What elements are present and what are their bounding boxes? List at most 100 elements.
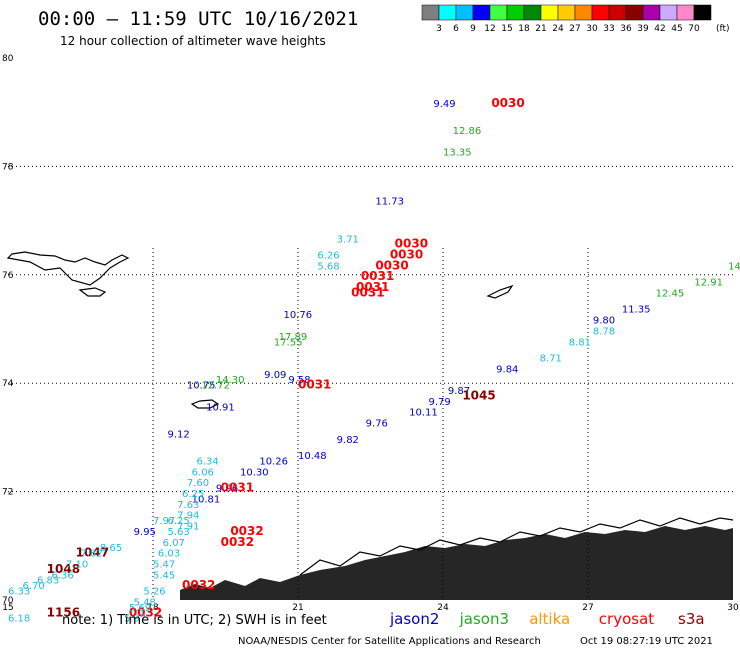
- wave-height-label: 9.79: [429, 397, 451, 408]
- colorbar-swatch: [489, 4, 508, 21]
- wave-height-label: 12.86: [453, 126, 482, 137]
- wave-height-label: 9.76: [366, 419, 388, 430]
- wave-height-label: 5.26: [143, 587, 165, 598]
- legend-cryosat: cryosat: [599, 610, 654, 628]
- pass-time-label: 0030: [491, 96, 524, 110]
- y-tick-label: 76: [2, 271, 14, 281]
- pass-time-label: 1048: [47, 562, 80, 576]
- wave-height-label: 8.71: [540, 354, 562, 365]
- pass-time-label: 0031: [361, 269, 394, 283]
- wave-height-label: 5.69: [129, 603, 151, 614]
- wave-height-label: 9.82: [337, 435, 359, 446]
- wave-height-label: 8.81: [569, 337, 591, 348]
- wave-height-label: 7.63: [177, 500, 199, 511]
- colorbar-label: 21: [535, 24, 546, 34]
- wave-height-label: 6.18: [8, 614, 30, 625]
- pass-time-label: 1156: [47, 605, 80, 619]
- colorbar-swatch: [591, 4, 610, 21]
- wave-height-label: 6.06: [192, 467, 214, 478]
- colorbar-label: 3: [436, 24, 442, 34]
- wave-height-label: 7.97: [153, 516, 175, 527]
- colorbar-swatch: [472, 4, 491, 21]
- colorbar-label: 9: [470, 24, 476, 34]
- legend-altika: altika: [529, 610, 570, 628]
- pass-time-label: 0030: [390, 248, 423, 262]
- colorbar-legend: 3 6 9 12 15 18 21 24 27 30 33 36 39 42 45 70: [421, 4, 712, 34]
- wave-height-label: 10.11: [409, 408, 438, 419]
- colorbar-swatch: [540, 4, 559, 21]
- pass-time-label: 0030: [375, 258, 408, 272]
- wave-height-label: 9.96: [216, 484, 238, 495]
- wave-height-label: 6.03: [158, 549, 180, 560]
- colorbar-swatch: [693, 4, 712, 21]
- wave-height-label: 12.91: [694, 278, 723, 289]
- wave-height-label: 7.10: [66, 559, 88, 570]
- colorbar-unit: (ft): [716, 24, 730, 34]
- colorbar-swatch: [676, 4, 695, 21]
- pass-time-label: 0031: [221, 481, 254, 495]
- wave-height-label: 5.45: [153, 570, 175, 581]
- colorbar-label: 18: [518, 24, 530, 34]
- x-tick-label: 21: [292, 603, 303, 613]
- wave-height-label: 6.36: [52, 570, 74, 581]
- colorbar-swatch: [608, 4, 627, 21]
- wave-height-label: 17.55: [274, 337, 303, 348]
- y-tick-label: 74: [2, 379, 14, 389]
- colorbar-swatch: [523, 4, 542, 21]
- credit-text: NOAA/NESDIS Center for Satellite Applica…: [238, 636, 541, 647]
- wave-height-label: 13.35: [443, 148, 472, 159]
- wave-height-label: 7.82: [81, 549, 103, 560]
- y-tick-label: 78: [2, 162, 14, 172]
- wave-height-label: 6.07: [163, 538, 185, 549]
- x-tick-label: 15: [2, 603, 13, 613]
- wave-height-label: 5.68: [317, 261, 339, 272]
- wave-height-label: 6.70: [23, 581, 45, 592]
- colorbar-label: 39: [637, 24, 649, 34]
- wave-height-label: 11.35: [622, 305, 651, 316]
- colorbar-label: 6: [453, 24, 459, 34]
- wave-height-label: 9.84: [496, 364, 518, 375]
- colorbar-label: 36: [620, 24, 632, 34]
- colorbar-swatch: [557, 4, 576, 21]
- pass-time-label: 0032: [221, 535, 254, 549]
- wave-height-label: 17.89: [279, 332, 308, 343]
- wave-height-label: 6.25: [182, 489, 204, 500]
- chart-title: 00:00 – 11:59 UTC 10/16/2021: [38, 8, 358, 30]
- colorbar-swatch: [574, 4, 593, 21]
- wave-height-label: 10.26: [259, 457, 288, 468]
- pass-time-label: 0032: [230, 524, 263, 538]
- wave-height-label: 7.60: [187, 478, 209, 489]
- colorbar-label: 70: [688, 24, 700, 34]
- colorbar-label: 42: [654, 24, 665, 34]
- pass-time-label: 0030: [395, 237, 428, 251]
- colorbar-label: 12: [484, 24, 495, 34]
- x-tick-label: 18: [147, 603, 159, 613]
- legend-jason2: jason2: [389, 610, 439, 628]
- wave-height-label: 9.09: [264, 370, 286, 381]
- wave-height-label: 10.76: [284, 310, 313, 321]
- y-tick-label: 80: [2, 54, 14, 64]
- wave-height-label: 5.97: [124, 614, 146, 625]
- wave-height-label: 9.80: [593, 316, 615, 327]
- data-labels: 9.49 11.73 10.76 9.09 9.58 10.75 10.91 9.12 10.2…: [8, 96, 740, 625]
- colorbar-label: 30: [586, 24, 598, 34]
- pass-time-label: 0031: [351, 285, 384, 299]
- wave-height-label: 9.95: [134, 527, 156, 538]
- wave-height-label: 6.26: [317, 251, 339, 262]
- colorbar-label: 27: [569, 24, 580, 34]
- map-grid: 15 18 21 24 27 30 80 78 76 74 72 70: [2, 54, 739, 613]
- y-tick-label: 72: [2, 488, 13, 498]
- satellite-legend: jason2 jason3 altika cryosat s3a: [389, 610, 705, 628]
- wave-height-label: 5.63: [168, 527, 190, 538]
- colorbar-label: 45: [671, 24, 682, 34]
- wave-height-label: 12.45: [656, 288, 685, 299]
- timestamp-text: Oct 19 08:27:19 UTC 2021: [580, 636, 713, 647]
- wave-height-label: 6.25: [168, 516, 190, 527]
- colorbar-label: 15: [501, 24, 512, 34]
- x-tick-label: 30: [727, 603, 739, 613]
- wave-height-label: 7.91: [177, 522, 199, 533]
- wave-height-label: 9.12: [168, 429, 190, 440]
- pass-time-label: 0032: [182, 578, 215, 592]
- colorbar-label: 33: [603, 24, 614, 34]
- colorbar-label: 24: [552, 24, 564, 34]
